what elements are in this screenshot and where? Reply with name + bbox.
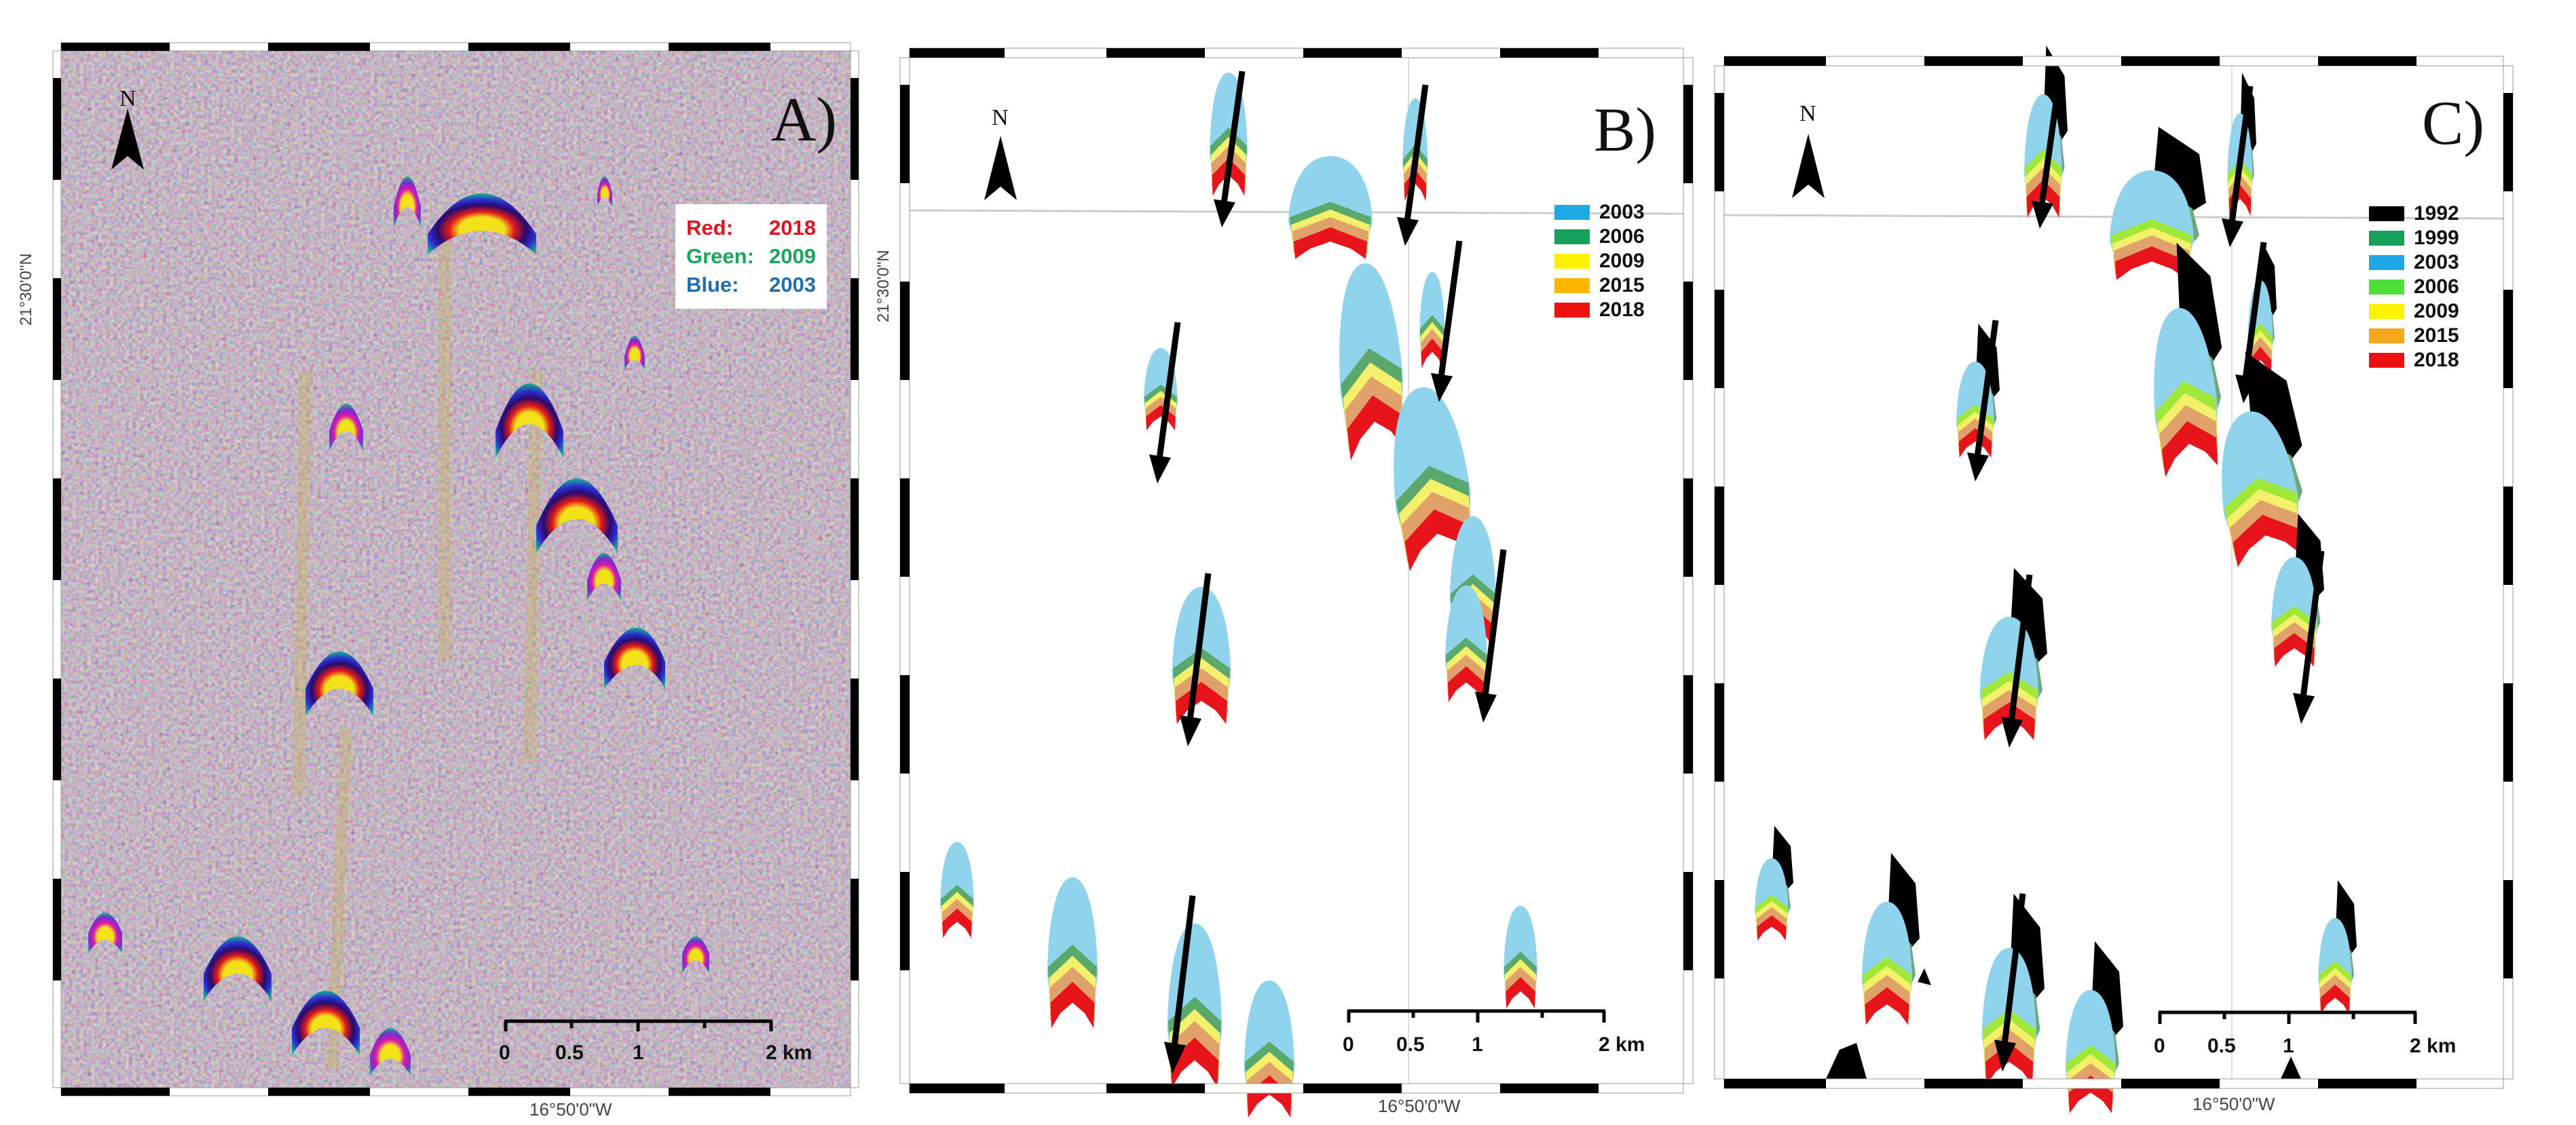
legend-row: 2018	[1554, 298, 1645, 322]
legend: Red: 2018 Green: 2009 Blue: 2003	[675, 204, 827, 309]
panel-c: C) N 1992 1999 2003 2006 2009 2015 2018 …	[1714, 45, 2514, 1114]
scale-tick-2km: 2 km	[1599, 1033, 1645, 1056]
panel-a: A) N Red: 2018 Green: 2009 Blue: 2003 0 0.5…	[17, 42, 859, 1120]
north-arrow-icon	[111, 109, 144, 170]
scale-bar	[504, 1019, 773, 1031]
legend-row: 2015	[2369, 324, 2459, 348]
dunes-c	[1755, 45, 2357, 1113]
scale-bar	[2158, 1010, 2417, 1024]
scale-tick-0: 0	[1343, 1033, 1354, 1056]
panel-b-map	[899, 47, 1694, 1118]
north-arrow-icon	[984, 136, 1017, 200]
legend-row: 2003	[2369, 250, 2459, 275]
latitude-label: 21°30'0"N	[874, 250, 893, 322]
legend: 2003 2006 2009 2015 2018	[1554, 200, 1645, 322]
scale-tick-2km: 2 km	[2410, 1035, 2457, 1057]
scale-bar	[1347, 1009, 1606, 1023]
legend: 1992 1999 2003 2006 2009 2015 2018	[2369, 202, 2459, 373]
legend-row: 2009	[2369, 299, 2459, 324]
scale-tick-05: 0.5	[2207, 1035, 2236, 1057]
north-label: N	[1799, 101, 1816, 126]
legend-row: 2009	[1554, 249, 1645, 273]
legend-row: 2006	[2369, 275, 2459, 299]
scale-tick-05: 0.5	[1396, 1033, 1425, 1056]
frame-ticks	[899, 47, 1694, 1094]
panel-label: C)	[2422, 88, 2484, 157]
longitude-label: 16°50'0"W	[1378, 1096, 1461, 1116]
panel-c-map	[1714, 45, 2514, 1113]
scale-tick-2km: 2 km	[766, 1042, 813, 1064]
north-arrow-icon	[1792, 134, 1825, 198]
scale-tick-0: 0	[499, 1042, 510, 1064]
legend-row: 2015	[1554, 273, 1645, 298]
legend-row: 2003	[1554, 200, 1645, 225]
north-label: N	[992, 105, 1009, 130]
latitude-label: 21°30'0"N	[17, 253, 35, 326]
frame-ticks	[52, 42, 859, 1097]
scale-tick-05: 0.5	[555, 1042, 584, 1064]
longitude-label: 16°50'0"W	[2192, 1094, 2275, 1114]
legend-row-red: Red: 2018	[686, 216, 816, 240]
scale-tick-1: 1	[633, 1042, 644, 1064]
legend-row-green: Green: 2009	[686, 244, 816, 268]
panel-b: B) N 2003 2006 2009 2015 2018 0 0.5 1 2 …	[874, 47, 1694, 1118]
legend-row: 2006	[1554, 225, 1645, 249]
legend-row: 1992	[2369, 202, 2459, 226]
legend-row: 1999	[2369, 226, 2459, 250]
legend-row: 2018	[2369, 348, 2459, 373]
panel-label: A)	[770, 85, 837, 154]
rgb-dunes	[88, 176, 709, 1075]
scale-tick-1: 1	[2283, 1035, 2294, 1057]
frame-ticks	[1714, 56, 2514, 1089]
north-label: N	[119, 86, 136, 111]
panel-label: B)	[1594, 95, 1656, 164]
legend-row-blue: Blue: 2003	[686, 273, 816, 297]
longitude-label: 16°50'0"W	[529, 1099, 612, 1120]
scale-tick-1: 1	[1472, 1033, 1483, 1056]
scale-tick-0: 0	[2154, 1035, 2165, 1057]
